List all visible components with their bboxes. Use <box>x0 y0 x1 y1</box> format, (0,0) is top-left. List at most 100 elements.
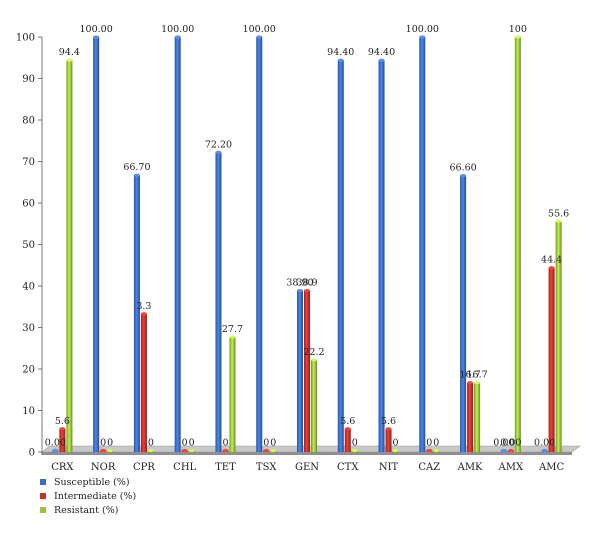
data-label: 94.40 <box>368 47 395 58</box>
bar <box>548 266 555 452</box>
data-label: 0 <box>352 438 358 449</box>
chart-bars <box>52 35 562 453</box>
bar-body <box>133 175 140 452</box>
legend-swatch-susceptible <box>40 479 46 485</box>
bar <box>222 448 229 453</box>
bar-body <box>337 60 344 453</box>
x-tick-label: NOR <box>91 462 116 470</box>
bar <box>270 448 277 453</box>
legend-item-resistant: Resistant (%) <box>40 503 136 517</box>
y-tick-label: 80 <box>22 116 35 127</box>
data-label: 0 <box>222 438 228 449</box>
bar-cap <box>507 448 514 453</box>
data-label: 0.00 <box>493 438 514 449</box>
x-tick-label: CRX <box>51 462 74 470</box>
bar-cap <box>548 266 555 270</box>
bar-body <box>474 382 481 452</box>
bar-cap <box>297 288 303 293</box>
data-label: 66.70 <box>123 162 150 173</box>
bar-cap <box>215 150 222 154</box>
bar-cap <box>541 448 548 453</box>
bar-cap <box>147 448 154 453</box>
bar <box>59 427 66 452</box>
x-tick-label: NIT <box>379 462 399 470</box>
data-label: 27.7 <box>222 324 243 335</box>
bar <box>66 58 73 453</box>
bar <box>433 448 440 453</box>
data-label: 0 <box>100 438 106 449</box>
y-tick-label: 30 <box>22 323 35 334</box>
data-label: 72.20 <box>205 139 232 150</box>
bar-cap <box>181 448 188 453</box>
bar-body <box>304 290 310 452</box>
bar-cap <box>133 173 140 177</box>
bar-body <box>66 60 73 453</box>
bar-cap <box>392 448 399 453</box>
data-label: 94.40 <box>327 47 354 58</box>
bar-body <box>385 428 392 452</box>
bar <box>467 381 474 452</box>
data-label: 66.60 <box>449 163 476 174</box>
bar-cap <box>304 288 310 293</box>
data-label: 5.6 <box>381 416 396 427</box>
bar-cap <box>555 219 562 223</box>
bar <box>460 174 467 453</box>
bar <box>140 312 147 452</box>
data-label: 16.7 <box>466 370 487 381</box>
bar <box>351 448 358 453</box>
bar-body <box>215 152 222 452</box>
bar-cap <box>426 448 433 453</box>
data-label: 0 <box>426 438 432 449</box>
bar-body <box>140 313 147 452</box>
x-tick-label: GEN <box>295 462 319 470</box>
bar-cap <box>59 427 66 431</box>
bar-cap <box>263 448 270 453</box>
bar-body <box>311 359 317 452</box>
x-tick-label: AMK <box>457 462 483 470</box>
bar <box>52 448 59 453</box>
bar <box>174 35 181 452</box>
data-label: 55.6 <box>548 208 569 219</box>
bar <box>188 448 195 453</box>
x-tick-label: AMC <box>538 462 564 470</box>
legend-swatch-resistant <box>40 507 46 513</box>
bar-body <box>344 428 351 452</box>
bar-cap <box>100 448 107 453</box>
bar-cap <box>174 35 181 39</box>
bar <box>181 448 188 453</box>
bar <box>392 448 399 453</box>
bar <box>304 288 310 452</box>
bar <box>378 58 385 453</box>
data-label: 0 <box>182 438 188 449</box>
bar <box>426 448 433 453</box>
bar <box>93 35 100 452</box>
bar-cap <box>52 448 59 453</box>
bar-cap <box>270 448 277 453</box>
data-label: 0.00 <box>500 438 521 449</box>
bar-cap <box>460 174 467 178</box>
bar-cap <box>222 448 229 453</box>
legend-label-resistant: Resistant (%) <box>54 504 119 516</box>
x-tick-label: CTX <box>337 462 359 470</box>
bar-body <box>467 382 474 452</box>
bar-body <box>460 175 467 453</box>
bar-cap <box>229 335 236 339</box>
data-label: 100.00 <box>406 24 439 35</box>
legend-item-susceptible: Susceptible (%) <box>40 475 136 489</box>
bar-body <box>297 290 303 452</box>
x-tick-label: CAZ <box>418 462 440 470</box>
data-label: 38.9 <box>296 278 317 289</box>
y-tick-label: 0 <box>29 448 35 459</box>
bar-cap <box>467 381 474 385</box>
bar <box>507 448 514 453</box>
bar-body <box>229 337 236 452</box>
data-label: 0 <box>189 438 195 449</box>
bar-body <box>555 221 562 452</box>
data-label: 0 <box>263 438 269 449</box>
y-tick-label: 60 <box>22 199 35 210</box>
data-label: 100.00 <box>243 24 276 35</box>
data-label: 100 <box>509 24 527 35</box>
bar-body <box>93 37 100 452</box>
chart-floor-edge <box>42 452 572 455</box>
bar <box>263 448 270 453</box>
